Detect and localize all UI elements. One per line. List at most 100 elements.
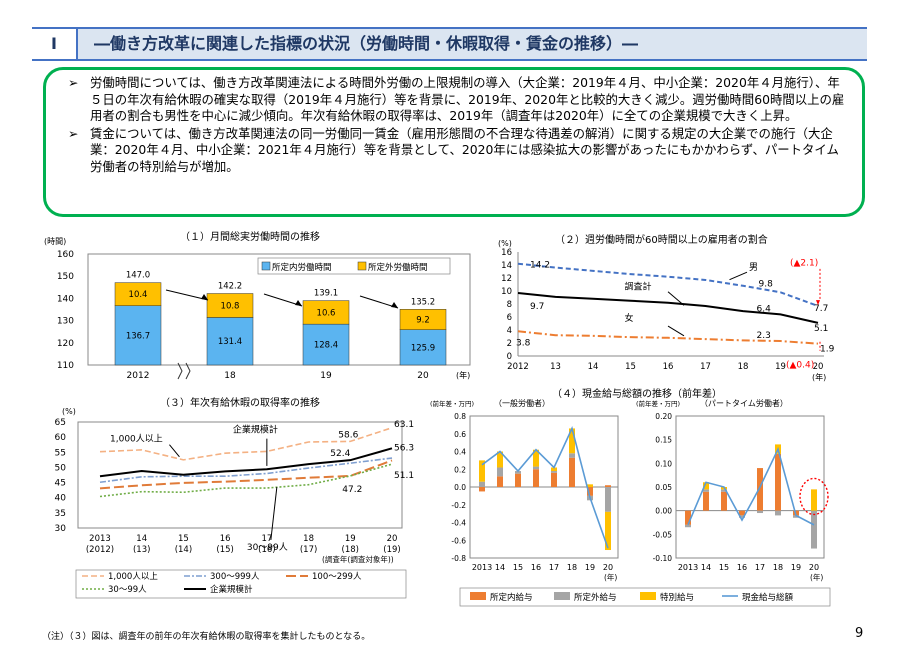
chart1-y-tick-label: 110 (57, 361, 74, 371)
chart4-legend-label: 所定外給与 (574, 592, 617, 603)
chart4-bar-special (811, 489, 817, 511)
chart3-x-subtick-label: (2012) (86, 545, 114, 555)
chart4-bar-other (551, 471, 557, 473)
chart1-y-tick-label: 150 (57, 272, 74, 282)
chart1-trend-arrow (165, 289, 209, 301)
chart4-bar-fixed (685, 510, 691, 525)
chart2-x-tick-label: 15 (625, 362, 636, 372)
chart4-bar-fixed (757, 468, 763, 511)
chart4-legend-label: 特別給与 (660, 592, 694, 603)
chart4-bar-other (811, 510, 817, 549)
chart1-label-scheduled: 136.7 (126, 331, 150, 341)
chart4-subtitle: （パートタイム労働者） (700, 398, 788, 408)
chart1-plot-frame (87, 253, 471, 366)
chart1-bar-scheduled (114, 305, 162, 366)
chart1-title: （１）月間総実労働時間の推移 (180, 232, 320, 243)
chart2-line-women (517, 330, 819, 345)
chart2-x-tick-label: 16 (663, 362, 674, 372)
chart3-x-subtick-label: (14) (175, 545, 192, 555)
chart2-y-tick-label: 16 (501, 248, 512, 258)
chart1-bar-overtime (302, 300, 350, 325)
chart4-y-axis-label: (前年差・万円) (636, 399, 680, 408)
chart2-label-total-19: 6.4 (757, 304, 772, 314)
chart4-x-tick-label: 19 (585, 563, 595, 572)
chart4-bar-fixed (569, 457, 575, 487)
chart2-label-women-20: 1.9 (820, 345, 835, 355)
chart1-bar-scheduled (206, 317, 254, 366)
chart4-bar-other (605, 487, 611, 512)
chart3-y-tick-label: 65 (55, 418, 66, 428)
chart2-label-men-20: 7.7 (814, 304, 828, 314)
chart2-pointer (667, 325, 685, 337)
chart1-x-unit: (年) (456, 370, 470, 380)
chart4-legend-label: 現金給与総額 (742, 592, 794, 603)
chart2-label-men-start: 14.2 (530, 261, 550, 271)
chart1-label-total: 135.2 (411, 297, 435, 307)
chart1-bar-overtime (114, 282, 162, 306)
chart2-label-women-19: 2.3 (757, 331, 771, 341)
chart2-y-tick-label: 2 (507, 339, 512, 349)
chart3-x-unit: (調査年(調査対象年)) (322, 554, 394, 564)
chart4-bar-other (569, 453, 575, 458)
chart2-pointer (729, 271, 748, 281)
chart1-label-total: 142.2 (218, 282, 242, 292)
chart4-x-tick-label: 20 (809, 563, 819, 572)
chart4-bar-other (739, 515, 745, 518)
chart2-x-tick-label: 19 (775, 362, 786, 372)
chart2-line-total (517, 291, 819, 324)
chart3-y-tick-label: 55 (55, 448, 66, 458)
chart3-x-tick-label: 18 (303, 534, 314, 544)
chart1-label-total: 139.1 (314, 289, 338, 299)
chart1-label-scheduled: 125.9 (411, 343, 435, 353)
chart4-highlight-circle (799, 477, 829, 516)
chart1-label-overtime: 10.8 (221, 302, 240, 312)
chart3-line (99, 459, 393, 490)
chart1-label-scheduled: 128.4 (314, 341, 338, 351)
chart1-legend-swatch-scheduled (261, 261, 271, 271)
chart4-bar-other (479, 481, 485, 487)
chart4-y-tick-label: 0.8 (454, 412, 466, 421)
chart4-bar-other (685, 524, 691, 528)
chart4-x-tick-label: 18 (773, 563, 783, 572)
chart4-bar-fixed (739, 510, 745, 516)
chart3-y-tick-label: 40 (55, 494, 67, 504)
summary-paragraph-2: ➢ 賃金については、働き方改革関連法の同一労働同一賃金（雇用形態間の不合理な待遇差… (68, 125, 839, 174)
chart4-y-axis-label: (前年差・万円) (430, 399, 474, 408)
chart4-bar-special (497, 451, 503, 468)
chart4-y-tick-label: 0.00 (655, 507, 672, 516)
chart3-value-label: 63.1 (394, 420, 414, 430)
chart2-line-men (517, 262, 819, 307)
chart4-x-tick-label: 20 (603, 563, 613, 572)
chart3-x-subtick-label: (15) (216, 545, 233, 555)
chart3-value-label: 51.1 (394, 471, 414, 481)
chart1-label-overtime: 10.6 (317, 308, 336, 318)
chart1-y-tick-label: 130 (57, 317, 74, 327)
chart3-legend-label: 300～999人 (210, 572, 260, 582)
chart4-y-tick-label: 0.0 (454, 483, 466, 492)
chart1-legend-scheduled: 所定内労働時間 (272, 262, 332, 273)
chart2-y-tick-label: 4 (507, 326, 512, 336)
chart4-y-tick-label: 0.10 (655, 459, 672, 468)
chart4-bar-special (551, 467, 557, 472)
chart1-bar-scheduled (302, 323, 350, 366)
chart4-y-tick-label: -0.05 (653, 530, 673, 539)
chart3-line (99, 463, 393, 498)
chart2-title: （２）週労働時間が60時間以上の雇用者の割合 (555, 235, 768, 246)
chart3-line (99, 447, 393, 478)
chart4-y-tick-label: 0.6 (454, 430, 466, 439)
chart2-series-name-women: 女 (625, 312, 634, 324)
chart3-x-subtick-label: (18) (342, 545, 359, 555)
chart4-legend-swatch (470, 592, 486, 600)
chart4-y-tick-label: 0.20 (655, 412, 672, 421)
chart1-x-tick-label: 20 (417, 371, 429, 381)
chart4-x-tick-label: 2013 (472, 563, 492, 572)
chart2-pointer (667, 291, 685, 306)
chart4-wage-change: (前年差・万円) （一般労働者） 0.8 0.6 0.4 0.2 0.0 -0.2 -0.4 -0… (430, 398, 831, 607)
chart4-subtitle: （一般労働者） (494, 398, 550, 408)
chart1-y-tick-label: 120 (57, 339, 74, 349)
chart1-x-tick-label: 2012 (127, 371, 150, 381)
chart3-y-axis-label: (%) (62, 407, 76, 416)
chart3-title: （３）年次有給休暇の取得率の推移 (160, 398, 320, 409)
chart3-value-label: 56.3 (394, 443, 414, 453)
chart4-line-total (687, 446, 815, 526)
